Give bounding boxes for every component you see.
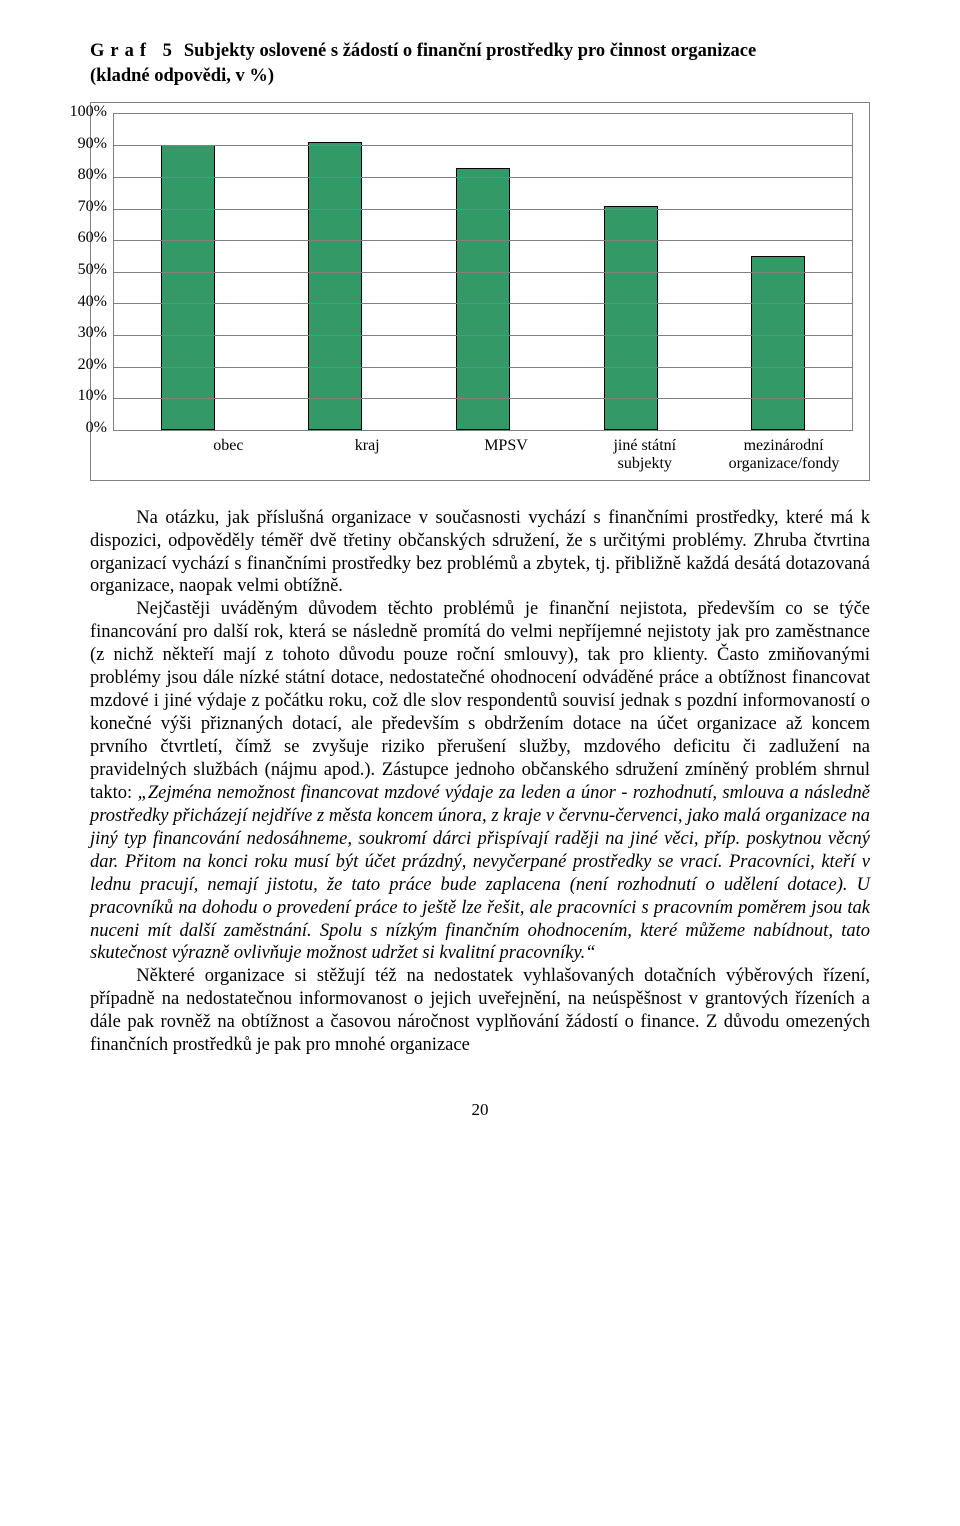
gridline xyxy=(114,335,852,336)
paragraph-2: Nejčastěji uváděným důvodem těchto probl… xyxy=(90,598,870,965)
para2-quote: „Zejména nemožnost financovat mzdové výd… xyxy=(90,783,870,964)
gridline xyxy=(114,177,852,178)
chart-container: 100%90%80%70%60%50%40%30%20%10%0% obeckr… xyxy=(90,102,870,481)
y-tick-label: 0% xyxy=(86,420,107,436)
gridline xyxy=(114,398,852,399)
bar xyxy=(751,256,805,430)
body-text: Na otázku, jak příslušná organizace v so… xyxy=(90,507,870,1058)
chart-subtitle: (kladné odpovědi, v %) xyxy=(90,65,870,88)
gridline xyxy=(114,367,852,368)
y-tick-label: 10% xyxy=(78,388,107,404)
bar xyxy=(161,145,215,429)
chart-plot: 100%90%80%70%60%50%40%30%20%10%0% xyxy=(107,113,853,431)
gridline xyxy=(114,240,852,241)
y-tick-label: 100% xyxy=(70,104,107,120)
paragraph-3: Některé organizace si stěžují též na ned… xyxy=(90,965,870,1057)
bar xyxy=(308,142,362,430)
x-tick-label: MPSV xyxy=(451,437,561,474)
graf-label: Graf 5 xyxy=(90,41,178,61)
y-tick-label: 20% xyxy=(78,357,107,373)
x-tick-label: obec xyxy=(173,437,283,474)
gridline xyxy=(114,145,852,146)
chart-title: Graf 5 Subjekty oslovené s žádostí o fina… xyxy=(90,40,870,63)
bar xyxy=(604,206,658,430)
x-tick-label: jiné státnísubjekty xyxy=(590,437,700,474)
plot-area xyxy=(113,113,853,431)
bar xyxy=(456,168,510,430)
y-tick-label: 40% xyxy=(78,294,107,310)
y-tick-label: 50% xyxy=(78,262,107,278)
page-number: 20 xyxy=(90,1099,870,1120)
y-tick-label: 60% xyxy=(78,230,107,246)
x-tick-label: kraj xyxy=(312,437,422,474)
y-tick-label: 90% xyxy=(78,136,107,152)
y-tick-label: 30% xyxy=(78,325,107,341)
paragraph-1: Na otázku, jak příslušná organizace v so… xyxy=(90,507,870,599)
graf-title-rest: Subjekty oslovené s žádostí o finanční p… xyxy=(184,41,756,61)
x-axis: obec kraj MPSV jiné státnísubjekty mezinárod… xyxy=(159,431,853,474)
para2-lead: Nejčastěji uváděným důvodem těchto probl… xyxy=(90,599,870,803)
gridline xyxy=(114,272,852,273)
gridline xyxy=(114,303,852,304)
y-tick-label: 80% xyxy=(78,167,107,183)
x-tick-label: mezinárodníorganizace/fondy xyxy=(729,437,839,474)
y-tick-label: 70% xyxy=(78,199,107,215)
gridline xyxy=(114,209,852,210)
